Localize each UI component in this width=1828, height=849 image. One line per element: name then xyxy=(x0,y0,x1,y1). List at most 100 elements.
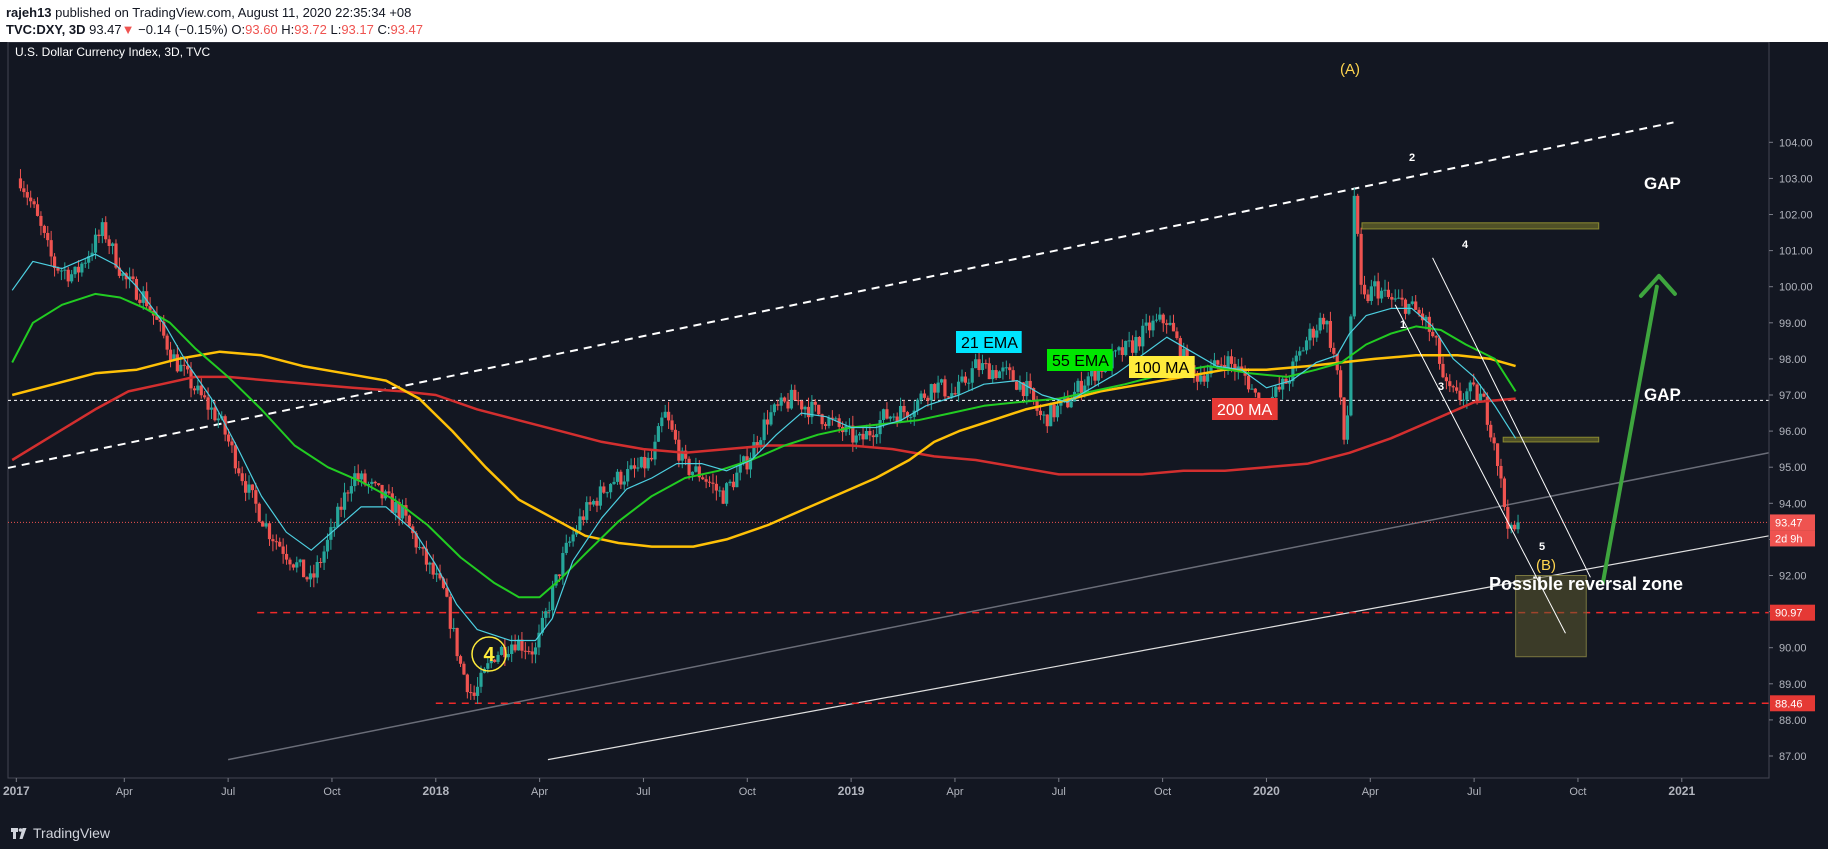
candle-body xyxy=(735,472,739,488)
tradingview-logo-icon[interactable] xyxy=(10,826,28,840)
price-tick-label: 90.00 xyxy=(1779,643,1807,655)
candle-body xyxy=(87,256,91,263)
price-tick-label: 92.00 xyxy=(1779,571,1807,583)
candle-body xyxy=(670,420,674,430)
candle-body xyxy=(230,441,234,446)
symbol-label: TVC:DXY, 3D xyxy=(6,22,86,37)
candle-body xyxy=(1158,314,1162,320)
candle-body xyxy=(1253,388,1257,393)
candle-body xyxy=(711,482,715,484)
candle-body xyxy=(912,410,916,417)
candle-body xyxy=(885,409,889,419)
candle-body xyxy=(394,501,398,513)
candle-body xyxy=(1052,404,1056,418)
wave-4-circled-label: 4 xyxy=(483,644,495,666)
candle-body xyxy=(469,692,473,694)
author-name[interactable]: rajeh13 xyxy=(6,5,52,20)
gap-box-top xyxy=(1361,222,1600,230)
candle-body xyxy=(196,385,200,391)
candle-body xyxy=(1349,316,1353,416)
candle-body xyxy=(1485,396,1489,425)
candle-body xyxy=(602,486,606,493)
candle-body xyxy=(1001,367,1005,372)
candle-body xyxy=(63,269,67,271)
candle-body xyxy=(615,471,620,482)
candle-body xyxy=(1032,388,1036,402)
candle-body xyxy=(997,371,1002,379)
candle-body xyxy=(216,418,220,421)
candle-body xyxy=(182,364,186,366)
candle-body xyxy=(302,559,306,578)
ema-21-line xyxy=(11,253,1517,642)
candle-body xyxy=(1424,316,1428,321)
candle-body xyxy=(1045,414,1049,427)
label-55-ema-bg xyxy=(1047,349,1113,371)
tradingview-brand[interactable]: TradingView xyxy=(33,825,111,841)
candle-body xyxy=(274,541,278,543)
footer: TradingView xyxy=(0,818,1828,849)
candle-body xyxy=(786,401,790,409)
candle-body xyxy=(581,516,585,520)
candle-body xyxy=(564,542,568,554)
candle-body xyxy=(431,562,435,575)
candle-body xyxy=(1315,330,1319,338)
time-axis[interactable]: 2017 Apr Jul Oct 2018 Apr Jul Oct 2019 Apr Jul Oct 2… xyxy=(3,777,1769,798)
time-tick-label: Oct xyxy=(1154,786,1171,798)
candle-body xyxy=(448,596,452,629)
candle-body xyxy=(537,632,541,648)
candle-body xyxy=(1379,290,1384,299)
candle-body xyxy=(90,252,94,257)
candle-body xyxy=(663,411,667,418)
candle-body xyxy=(523,650,527,652)
candle-body xyxy=(939,379,944,383)
candle-body xyxy=(387,491,391,494)
price-axis[interactable]: 87.0088.0089.0090.0091.0092.0093.0094.00… xyxy=(1768,42,1815,778)
candle-body xyxy=(660,417,664,427)
candle-body xyxy=(1083,385,1087,395)
candle-body xyxy=(1499,465,1503,479)
candle-body xyxy=(472,692,476,696)
candle-body xyxy=(319,562,323,564)
time-tick-label: Apr xyxy=(116,786,133,798)
candle-body xyxy=(779,397,783,406)
price-tick-label: 96.00 xyxy=(1779,426,1807,438)
candle-body xyxy=(868,430,872,436)
candle-body xyxy=(1161,314,1165,324)
candle-body xyxy=(854,435,858,443)
label-100-ma-bg xyxy=(1129,356,1195,378)
candle-body xyxy=(1390,297,1394,300)
wave-1-label: 1 xyxy=(1400,319,1406,331)
candle-body xyxy=(291,564,295,568)
candle-body xyxy=(946,396,950,398)
candle-body xyxy=(1431,331,1435,337)
high-value: 93.72 xyxy=(294,22,327,37)
price-chart[interactable]: 21 EMA 55 EMA 100 MA 200 MA GAP GAP (A) (B)Poss… xyxy=(0,42,1828,818)
price-value: 93.47 xyxy=(89,22,122,37)
level-88-46-tag-bg xyxy=(1770,695,1815,712)
candle-body xyxy=(179,364,183,372)
candle-body xyxy=(278,541,282,547)
candle-body xyxy=(916,399,920,411)
candle-body xyxy=(452,627,456,629)
candle-body xyxy=(250,484,255,491)
candle-body xyxy=(332,526,336,528)
candle-body xyxy=(677,439,681,461)
indicator-lines xyxy=(11,253,1517,642)
candle-body xyxy=(131,276,135,279)
candle-body xyxy=(1400,297,1404,300)
candle-body xyxy=(687,458,691,475)
candle-body xyxy=(950,393,954,398)
candle-body xyxy=(974,359,978,369)
candle-body xyxy=(117,267,121,276)
candle-body xyxy=(56,268,60,271)
candle-body xyxy=(898,405,903,423)
candle-body xyxy=(42,225,46,233)
candle-body xyxy=(639,456,643,468)
label-200-ma: 200 MA xyxy=(1217,402,1272,419)
candle-body xyxy=(70,274,74,282)
candle-body xyxy=(1410,301,1414,304)
candle-body xyxy=(1342,397,1346,440)
candle-body xyxy=(349,486,353,494)
candle-body xyxy=(288,559,292,565)
countdown-tag-bg xyxy=(1770,530,1815,547)
